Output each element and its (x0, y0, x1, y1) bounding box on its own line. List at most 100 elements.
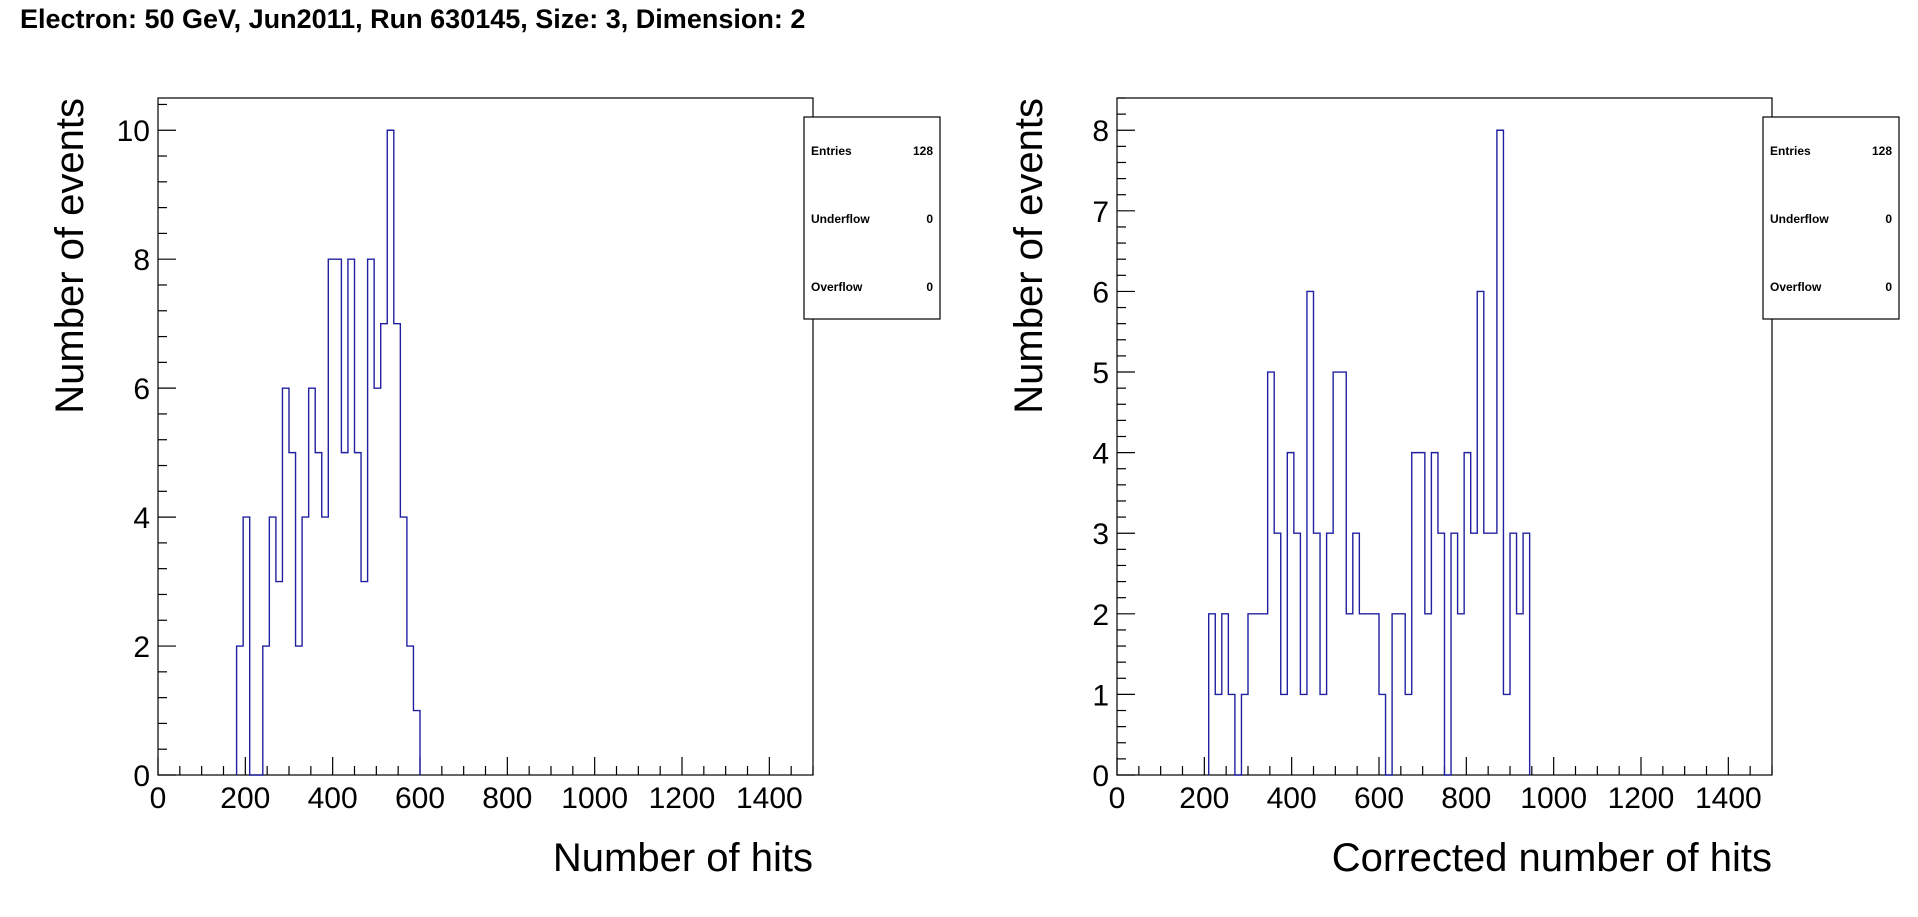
x-tick-label: 200 (1179, 782, 1229, 815)
x-axis-label: Corrected number of hits (1332, 836, 1772, 880)
y-axis-label: Number of events (1007, 98, 1051, 414)
stats-label: Entries (1770, 144, 1811, 158)
stats-value: 0 (926, 280, 933, 294)
y-tick-label: 4 (133, 502, 150, 535)
x-tick-label: 1400 (736, 782, 803, 815)
x-tick-label: 200 (220, 782, 270, 815)
histogram-bin (1222, 614, 1229, 775)
x-tick-label: 800 (1441, 782, 1491, 815)
histogram-bin (1294, 533, 1301, 775)
histogram-bin (1497, 130, 1504, 775)
histogram-bin (1353, 533, 1360, 775)
histogram-bin (1274, 533, 1281, 775)
stats-label: Entries (811, 144, 852, 158)
histogram-bin (1333, 372, 1340, 775)
y-tick-label: 7 (1092, 196, 1109, 229)
histogram-bin (394, 324, 401, 775)
x-tick-label: 1000 (1520, 782, 1587, 815)
histogram-bin (1471, 533, 1478, 775)
histogram-outline (235, 129, 421, 776)
histogram-bin (1359, 614, 1366, 775)
histogram-bin (1431, 453, 1438, 775)
stats-label: Overflow (1770, 280, 1822, 294)
histogram-bin (289, 453, 296, 775)
histogram-bin (309, 388, 316, 775)
histogram-bin (387, 130, 394, 775)
stats-label: Overflow (811, 280, 863, 294)
y-tick-label: 0 (1092, 760, 1109, 793)
x-tick-label: 0 (1109, 782, 1126, 815)
page-title: Electron: 50 GeV, Jun2011, Run 630145, S… (20, 4, 806, 34)
histogram-bin (1490, 533, 1497, 775)
stats-value: 0 (926, 212, 933, 226)
x-tick-label: 400 (1267, 782, 1317, 815)
histogram-bin (302, 517, 309, 775)
y-tick-label: 6 (1092, 276, 1109, 309)
histogram-outline (1208, 129, 1531, 776)
histogram-bin (335, 259, 342, 775)
histogram-bin (237, 646, 244, 775)
histogram-bin (1307, 291, 1314, 775)
histogram-bin (413, 711, 420, 775)
histogram-bin (1418, 453, 1425, 775)
histogram-bin (1268, 372, 1275, 775)
histogram-bin (1517, 614, 1524, 775)
stats-value: 0 (1885, 280, 1892, 294)
histogram-bin (1215, 694, 1222, 775)
y-tick-label: 5 (1092, 357, 1109, 390)
histogram-bin (1346, 614, 1353, 775)
x-tick-label: 0 (150, 782, 167, 815)
hits-histogram-panel: 0 200 400 600 800 1000 1200 1400 0 2 4 6 8 10 Number o… (48, 97, 941, 880)
y-tick-label: 2 (1092, 599, 1109, 632)
histogram-bin (276, 582, 283, 775)
histogram-bin (400, 517, 407, 775)
histogram-bin (1340, 372, 1347, 775)
histogram-bin (315, 453, 322, 775)
histogram-bin (1300, 694, 1307, 775)
histogram-bin (1314, 533, 1321, 775)
histogram-bin (1372, 614, 1379, 775)
histogram-bin (322, 517, 329, 775)
histogram-bin (1477, 291, 1484, 775)
histogram-bin (1366, 614, 1373, 775)
y-tick-label: 8 (133, 244, 150, 277)
histogram-bin (243, 517, 250, 775)
y-tick-label: 1 (1092, 679, 1109, 712)
y-tick-label: 0 (133, 760, 150, 793)
histogram-bin (407, 646, 414, 775)
histogram-bin (328, 259, 335, 775)
x-tick-label: 1000 (561, 782, 628, 815)
y-tick-label: 10 (117, 115, 150, 148)
x-tick-label: 1400 (1695, 782, 1762, 815)
histogram-bin (1451, 533, 1458, 775)
stats-value: 0 (1885, 212, 1892, 226)
histogram-bin (282, 388, 289, 775)
y-tick-label: 8 (1092, 115, 1109, 148)
histogram-bin (1399, 614, 1406, 775)
x-axis-label: Number of hits (553, 836, 813, 880)
histogram-bin (1228, 694, 1235, 775)
x-tick-label: 1200 (1608, 782, 1675, 815)
x-tick-label: 1200 (649, 782, 716, 815)
x-tick-label: 600 (395, 782, 445, 815)
histogram-bin (1438, 533, 1445, 775)
y-tick-label: 3 (1092, 518, 1109, 551)
histogram-bin (1287, 453, 1294, 775)
stats-label: Underflow (811, 212, 870, 226)
histogram-bin (1523, 533, 1530, 775)
plot-frame (157, 97, 814, 776)
histogram-bin (1261, 614, 1268, 775)
histogram-bin (1241, 694, 1248, 775)
histogram-bin (1464, 453, 1471, 775)
histogram-bin (368, 259, 375, 775)
histogram-bin (1510, 533, 1517, 775)
histogram-bin (296, 646, 303, 775)
histogram-bin (355, 453, 362, 775)
x-tick-label: 600 (1354, 782, 1404, 815)
y-axis-label: Number of events (48, 98, 92, 414)
histogram-bin (1248, 614, 1255, 775)
histogram-bin (348, 259, 355, 775)
histogram-bin (381, 324, 388, 775)
stats-value: 128 (913, 144, 933, 158)
